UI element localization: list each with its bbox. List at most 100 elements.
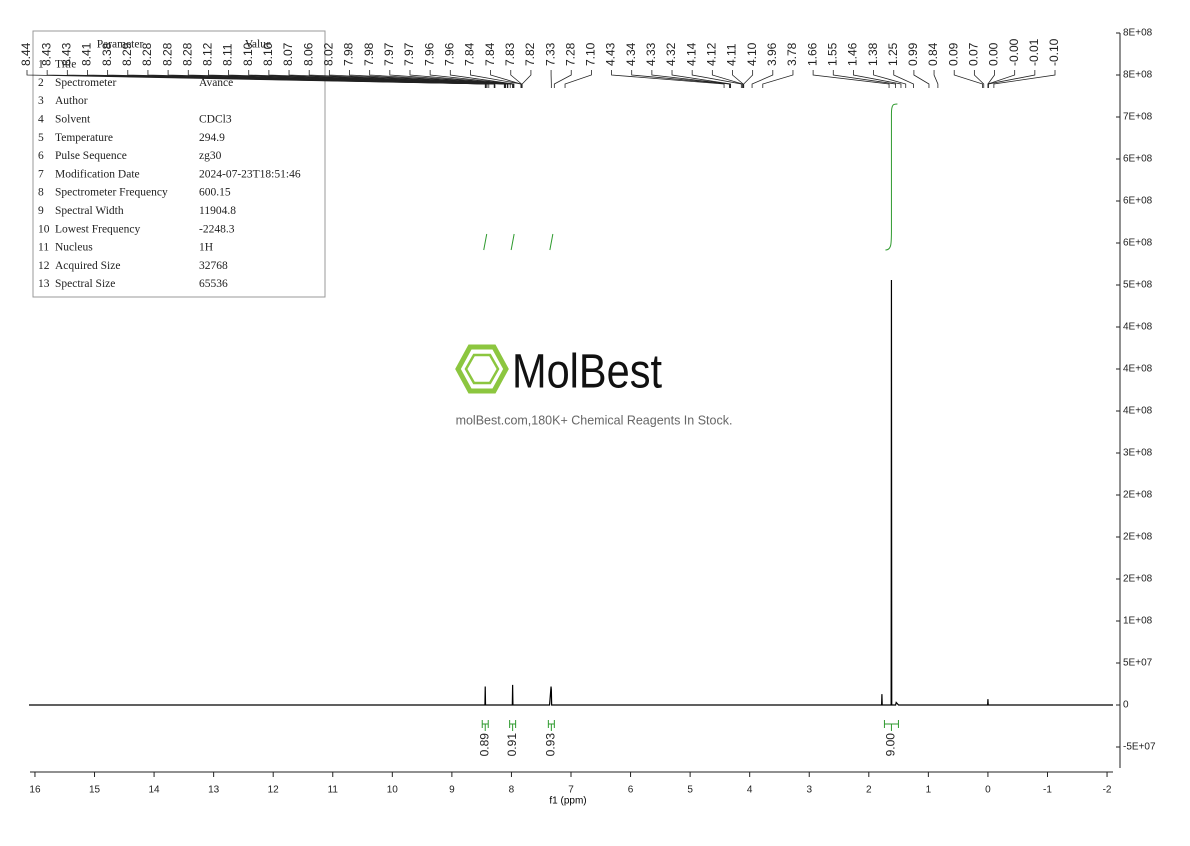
y-tick-label: 6E+08	[1123, 196, 1153, 207]
peak-label: 7.33	[543, 42, 557, 66]
peak-label: 1.38	[866, 42, 880, 66]
x-tick-label: -1	[1043, 785, 1052, 796]
peak-label: 7.28	[563, 42, 577, 66]
peak-connector	[813, 70, 889, 88]
peak-label: 7.96	[442, 42, 456, 66]
y-tick-label: 2E+08	[1123, 490, 1153, 501]
x-tick-label: 6	[628, 785, 634, 796]
peak-connector	[744, 70, 753, 88]
watermark-logo	[458, 347, 506, 391]
table-cell: Temperature	[55, 132, 113, 144]
peak-label: 4.34	[624, 42, 638, 66]
table-cell: Pulse Sequence	[55, 150, 127, 162]
y-tick-label: 2E+08	[1123, 574, 1153, 585]
peak-label: 8.06	[301, 42, 315, 66]
x-tick-label: 9	[449, 785, 455, 796]
peak-connector	[554, 70, 571, 88]
x-tick-label: 10	[387, 785, 399, 796]
peak-label: 8.43	[39, 42, 53, 66]
x-tick-label: 2	[866, 785, 872, 796]
peak-label: 7.84	[483, 42, 497, 66]
table-cell: 4	[38, 114, 44, 126]
peak-label: 4.11	[725, 43, 739, 66]
peak-connector	[565, 70, 591, 88]
table-cell: Spectrometer	[55, 77, 116, 89]
peak-connector	[612, 70, 725, 88]
peak-label: 0.09	[946, 42, 960, 66]
peak-label: 8.41	[80, 42, 94, 66]
peak-label: 8.43	[59, 42, 73, 66]
peak-label: 1.66	[805, 42, 819, 66]
integral-label: 0.93	[544, 733, 558, 757]
table-cell: Spectral Size	[55, 278, 115, 290]
table-cell: 32768	[199, 260, 228, 272]
y-tick-label: 4E+08	[1123, 322, 1153, 333]
peak-label: 7.97	[402, 42, 416, 66]
table-cell: 600.15	[199, 187, 231, 199]
peak-label: 0.07	[967, 42, 981, 66]
peak-label: 4.43	[604, 42, 618, 66]
peak-label: 0.00	[987, 42, 1001, 66]
y-tick-label: 6E+08	[1123, 238, 1153, 249]
peak-label: 8.12	[201, 42, 215, 66]
peak-label: 0.99	[906, 42, 920, 66]
x-tick-label: -2	[1103, 785, 1112, 796]
table-cell: Acquired Size	[55, 260, 120, 272]
peak-connector	[833, 70, 895, 88]
table-cell: 5	[38, 132, 44, 144]
integral-curve	[484, 234, 487, 250]
integral-curve	[511, 234, 514, 250]
peak-label: 4.14	[684, 42, 698, 66]
table-cell: Spectrometer Frequency	[55, 187, 168, 199]
peak-label: 8.44	[19, 42, 33, 66]
table-cell: 3	[38, 95, 44, 107]
table-cell: 11904.8	[199, 205, 236, 217]
peak-connector	[894, 70, 914, 88]
watermark-brand: MolBest	[512, 346, 662, 399]
peak-connector	[763, 70, 793, 88]
peak-label: -0.10	[1047, 38, 1061, 66]
peak-label: 3.78	[785, 42, 799, 66]
x-tick-label: 11	[328, 785, 339, 796]
x-tick-label: 4	[747, 785, 753, 796]
table-cell: Author	[55, 95, 88, 107]
watermark-tagline: molBest.com,180K+ Chemical Reagents In S…	[456, 413, 733, 427]
peak-label: 7.97	[382, 42, 396, 66]
spectrum-line	[29, 280, 1113, 705]
y-tick-label: 4E+08	[1123, 364, 1153, 375]
y-tick-label: 7E+08	[1123, 112, 1153, 123]
x-tick-label: 5	[687, 785, 693, 796]
integral-label: 9.00	[884, 733, 898, 757]
y-tick-label: 8E+08	[1123, 28, 1153, 39]
peak-connector	[672, 70, 731, 88]
table-cell: 2	[38, 77, 44, 89]
peak-label: -0.00	[1007, 38, 1021, 66]
table-cell: Modification Date	[55, 168, 140, 180]
peak-label: 7.82	[523, 42, 537, 66]
peak-connector	[934, 70, 938, 88]
y-tick-label: 2E+08	[1123, 532, 1153, 543]
table-cell: 2024-07-23T18:51:46	[199, 168, 301, 180]
table-cell: 10	[38, 223, 50, 235]
peak-label: 7.83	[503, 42, 517, 66]
table-cell: zg30	[199, 150, 222, 162]
peak-label: 1.25	[886, 42, 900, 66]
peak-label: 8.07	[281, 42, 295, 66]
peak-label: 7.96	[422, 42, 436, 66]
y-tick-label: 5E+07	[1123, 658, 1153, 669]
y-tick-label: 4E+08	[1123, 406, 1153, 417]
peak-label: 1.55	[825, 42, 839, 66]
x-tick-label: 7	[568, 785, 574, 796]
peak-label: 4.33	[644, 42, 658, 66]
table-cell: 6	[38, 150, 44, 162]
peak-label: 7.98	[342, 42, 356, 66]
peak-label: 7.98	[362, 42, 376, 66]
table-cell: -2248.3	[199, 223, 235, 235]
integral-curve	[885, 104, 897, 250]
x-tick-label: 3	[806, 785, 812, 796]
peak-label: 1.46	[846, 42, 860, 66]
peak-connector	[914, 70, 929, 88]
peak-label: 8.28	[160, 42, 174, 66]
table-cell: 7	[38, 168, 44, 180]
table-cell: Lowest Frequency	[55, 223, 141, 235]
